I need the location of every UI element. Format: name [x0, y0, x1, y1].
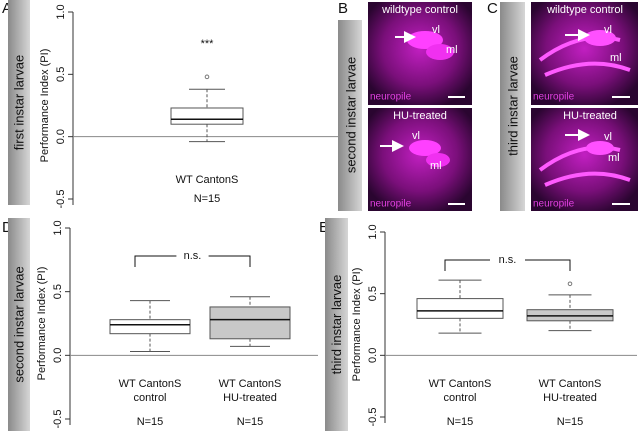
micrograph: HU-treated vl ml neuropile — [368, 108, 472, 211]
image-caption: HU-treated — [393, 110, 447, 122]
side-label: first instar larvae — [11, 55, 26, 150]
box — [109, 319, 191, 335]
region-label: vl — [604, 131, 612, 143]
sample-size: N=15 — [237, 416, 264, 428]
y-tick-label: 0.0 — [367, 348, 379, 363]
panel-label: D — [2, 219, 13, 236]
side-label: third instar larvae — [505, 56, 520, 156]
y-tick-label: 1.0 — [55, 4, 67, 19]
image-caption: HU-treated — [563, 110, 617, 122]
x-tick-label: HU-treated — [223, 392, 277, 404]
region-label: ml — [430, 160, 442, 172]
y-tick-label: 0.0 — [52, 348, 64, 363]
bracket — [134, 255, 251, 267]
y-tick-label: 0.5 — [55, 67, 67, 82]
image-caption: wildtype control — [546, 4, 623, 16]
box — [416, 298, 504, 319]
y-tick-label: 0.5 — [367, 286, 379, 301]
sample-size: N=15 — [194, 193, 221, 205]
y-tick-label: -0.5 — [52, 410, 64, 429]
micrograph: wildtype control vl ml neuropile — [531, 2, 638, 105]
region-label: vl — [432, 24, 440, 36]
significance-label: n.s. — [499, 254, 517, 266]
y-axis-label: Performance Index (PI) — [351, 268, 363, 382]
y-axis-label: Performance Index (PI) — [39, 49, 51, 163]
outlier — [567, 281, 573, 287]
region-label: ml — [610, 52, 622, 64]
x-tick-label: WT CantonS — [539, 378, 602, 390]
x-tick-label: HU-treated — [543, 392, 597, 404]
y-tick-label: 0.5 — [52, 284, 64, 299]
image-panel: B second instar larvae wildtype control … — [338, 0, 472, 211]
region-label: ml — [608, 152, 620, 164]
stain-label: neuropile — [533, 199, 575, 210]
side-label: second instar larvae — [11, 266, 26, 382]
sample-size: N=15 — [447, 416, 474, 428]
x-tick-label: WT CantonS — [176, 174, 239, 186]
side-bar — [8, 0, 30, 205]
side-bar — [500, 2, 525, 211]
x-tick-label: control — [443, 392, 476, 404]
panel-label: A — [2, 0, 12, 17]
region-label: vl — [604, 24, 612, 36]
sample-size: N=15 — [557, 416, 584, 428]
side-bar — [325, 218, 348, 431]
stain-label: neuropile — [370, 92, 412, 103]
region-label: ml — [446, 44, 458, 56]
image-caption: wildtype control — [381, 4, 458, 16]
outlier — [204, 74, 210, 80]
sample-size: N=15 — [137, 416, 164, 428]
y-tick-label: 1.0 — [367, 224, 379, 239]
x-tick-label: WT CantonS — [429, 378, 492, 390]
panel-label: E — [319, 219, 329, 236]
y-tick-label: 1.0 — [52, 220, 64, 235]
x-tick-label: WT CantonS — [119, 378, 182, 390]
box — [170, 107, 244, 125]
image-panel: C third instar larvae wildtype control v… — [487, 0, 638, 211]
side-bar — [338, 20, 362, 211]
side-bar — [8, 218, 30, 431]
significance-stars: *** — [201, 38, 215, 50]
bracket — [444, 259, 571, 271]
micrograph: wildtype control vl ml neuropile — [368, 2, 472, 105]
panel-label: B — [338, 0, 348, 17]
stain-label: neuropile — [370, 199, 412, 210]
x-tick-label: WT CantonS — [219, 378, 282, 390]
x-tick-label: control — [133, 392, 166, 404]
y-axis-label: Performance Index (PI) — [36, 267, 48, 381]
y-tick-label: 0.0 — [55, 129, 67, 144]
significance-label: n.s. — [184, 250, 202, 262]
panel-label: C — [487, 0, 498, 17]
micrograph: HU-treated vl ml neuropile — [531, 108, 638, 211]
region-label: vl — [412, 130, 420, 142]
stain-label: neuropile — [533, 92, 575, 103]
y-tick-label: -0.5 — [367, 408, 379, 427]
y-tick-label: -0.5 — [55, 190, 67, 209]
side-label: second instar larvae — [343, 57, 358, 173]
box — [209, 306, 291, 340]
side-label: third instar larvae — [329, 275, 344, 375]
